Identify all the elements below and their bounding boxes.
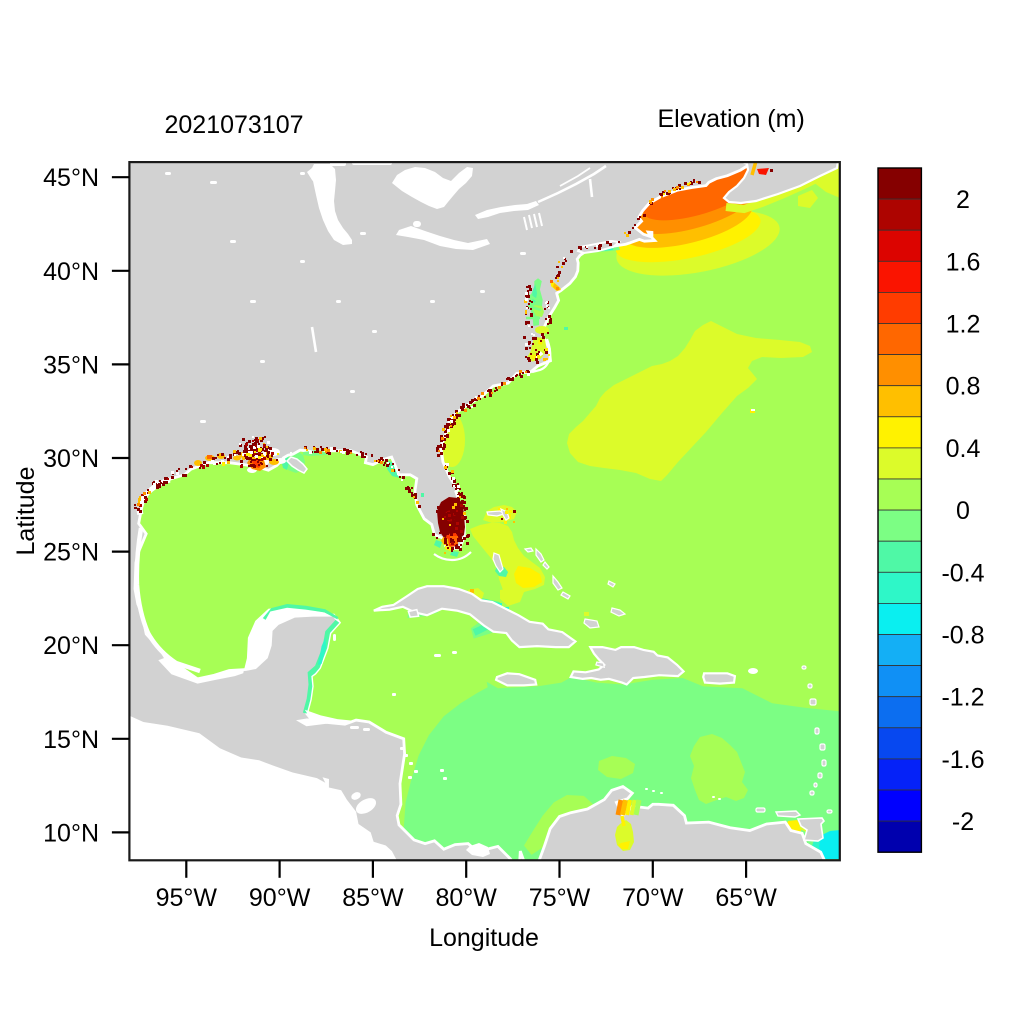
svg-text:1.6: 1.6: [946, 248, 981, 276]
svg-text:95°W: 95°W: [156, 884, 218, 912]
svg-text:30°N: 30°N: [43, 445, 99, 473]
svg-text:70°W: 70°W: [622, 884, 684, 912]
svg-text:2: 2: [956, 186, 970, 214]
svg-text:Longitude: Longitude: [429, 924, 539, 952]
svg-text:2021073107: 2021073107: [165, 111, 304, 139]
svg-text:Latitude: Latitude: [12, 467, 40, 556]
svg-text:-0.8: -0.8: [941, 622, 984, 650]
svg-text:10°N: 10°N: [43, 819, 99, 847]
svg-text:1.2: 1.2: [946, 311, 981, 339]
svg-text:-1.6: -1.6: [941, 746, 984, 774]
svg-text:-2: -2: [952, 808, 974, 836]
svg-text:35°N: 35°N: [43, 351, 99, 379]
svg-text:40°N: 40°N: [43, 258, 99, 286]
svg-text:90°W: 90°W: [249, 884, 311, 912]
svg-text:80°W: 80°W: [435, 884, 497, 912]
svg-text:45°N: 45°N: [43, 164, 99, 192]
svg-text:65°W: 65°W: [715, 884, 777, 912]
svg-text:0.4: 0.4: [946, 435, 981, 463]
svg-text:-0.4: -0.4: [941, 559, 984, 587]
svg-text:20°N: 20°N: [43, 632, 99, 660]
svg-text:15°N: 15°N: [43, 726, 99, 754]
svg-text:0.8: 0.8: [946, 373, 981, 401]
svg-text:0: 0: [956, 497, 970, 525]
svg-text:85°W: 85°W: [342, 884, 404, 912]
svg-text:-1.2: -1.2: [941, 684, 984, 712]
svg-text:25°N: 25°N: [43, 539, 99, 567]
svg-text:75°W: 75°W: [529, 884, 591, 912]
svg-text:Elevation (m): Elevation (m): [658, 105, 805, 133]
